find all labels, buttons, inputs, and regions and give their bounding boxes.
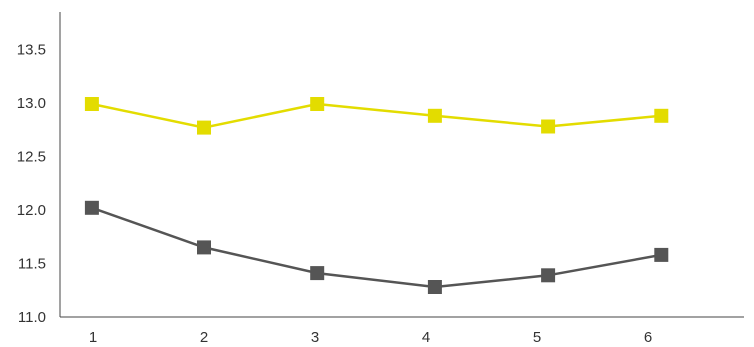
y-tick-label: 11.5	[18, 255, 46, 272]
y-tick-label: 13.0	[17, 95, 46, 112]
data-point-marker	[654, 247, 669, 262]
y-tick-label: 13.5	[17, 41, 46, 58]
y-tick-label: 12.0	[17, 202, 46, 219]
data-point-marker	[427, 280, 442, 294]
x-tick-label: 6	[644, 329, 652, 346]
data-point-marker	[654, 108, 669, 123]
data-point-marker	[310, 97, 325, 111]
x-tick-labels: 1 2 3 4 5 6	[89, 329, 652, 346]
x-tick-label: 5	[533, 329, 541, 346]
x-tick-label: 2	[200, 329, 208, 346]
data-point-marker	[541, 268, 556, 283]
series-layer	[84, 97, 669, 294]
data-point-marker	[197, 240, 211, 255]
x-tick-label: 3	[311, 329, 319, 346]
x-tick-label: 1	[89, 329, 97, 346]
series-1	[84, 97, 669, 135]
series-line	[91, 102, 662, 129]
y-tick-label: 11.0	[18, 309, 46, 326]
data-point-marker	[310, 266, 325, 281]
data-point-marker	[427, 108, 442, 123]
series-line	[91, 206, 662, 289]
y-tick-labels: 11.0 11.5 12.0 12.5 13.0 13.5	[17, 41, 46, 326]
data-point-marker	[84, 97, 99, 111]
series-2	[84, 200, 669, 294]
data-point-marker	[84, 200, 99, 215]
x-tick-label: 4	[422, 329, 430, 346]
data-point-marker	[541, 119, 556, 134]
y-tick-label: 12.5	[17, 148, 46, 165]
data-point-marker	[197, 120, 211, 135]
